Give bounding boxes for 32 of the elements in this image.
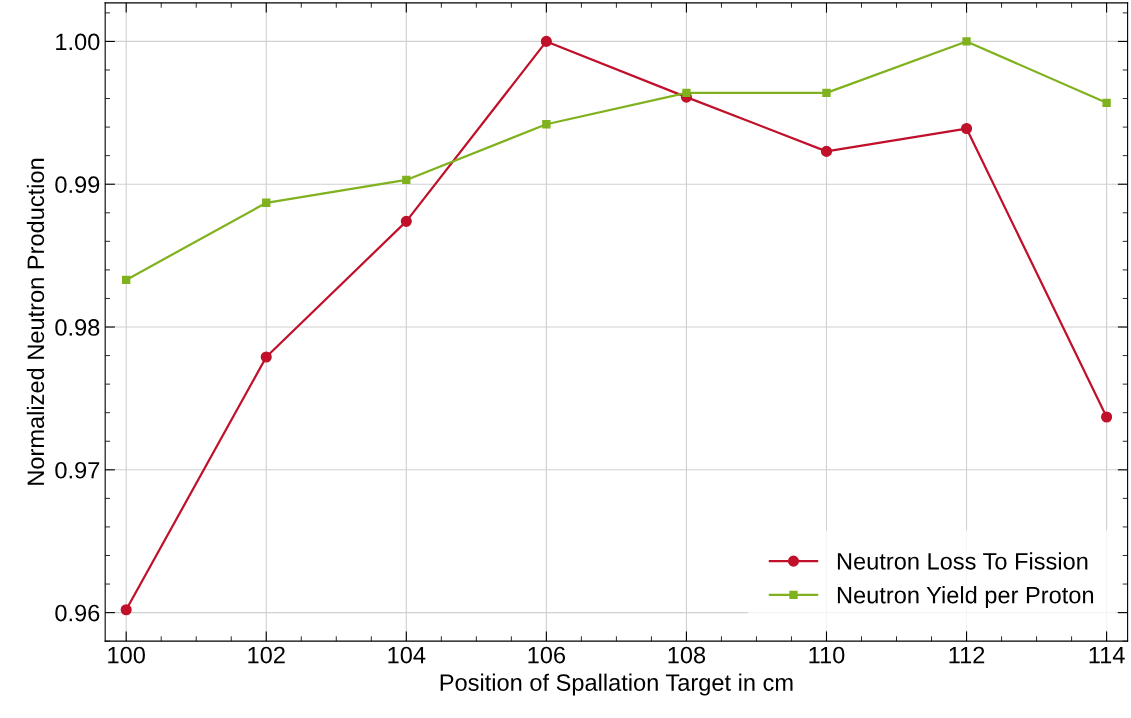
y-axis-title: Normalized Neutron Production — [26, 158, 45, 485]
point — [1101, 411, 1113, 423]
point — [960, 122, 973, 135]
point — [260, 351, 272, 363]
x-tick-label: 100 — [108, 646, 145, 664]
point — [402, 175, 411, 185]
point — [820, 145, 833, 157]
x-tick-label: 108 — [668, 646, 706, 664]
point — [122, 275, 131, 285]
x-tick-label: 102 — [248, 646, 285, 664]
legend-label: Neutron Yield per Proton — [837, 586, 1094, 609]
point — [262, 198, 271, 207]
point — [822, 88, 831, 98]
y-tick-label: 0.98 — [55, 319, 100, 336]
y-tick-label: 0.99 — [55, 176, 100, 194]
point — [542, 120, 551, 129]
point — [682, 88, 691, 98]
point — [400, 215, 412, 227]
point — [120, 604, 132, 616]
x-tick-label: 114 — [1089, 646, 1125, 664]
x-axis-title: Position of Spallation Target in cm — [440, 673, 793, 696]
point — [1102, 98, 1111, 107]
y-tick-label: 1.00 — [56, 33, 100, 51]
point — [540, 35, 552, 47]
point — [962, 37, 971, 46]
y-tick-label: 0.97 — [55, 461, 100, 479]
legend-label: Neutron Loss To Fission — [837, 552, 1088, 570]
x-tick-label: 112 — [949, 646, 985, 664]
x-tick-label: 106 — [528, 646, 566, 664]
x-tick-label: 104 — [388, 646, 426, 664]
y-tick-label: 0.96 — [55, 604, 100, 622]
x-tick-label: 110 — [809, 646, 845, 664]
